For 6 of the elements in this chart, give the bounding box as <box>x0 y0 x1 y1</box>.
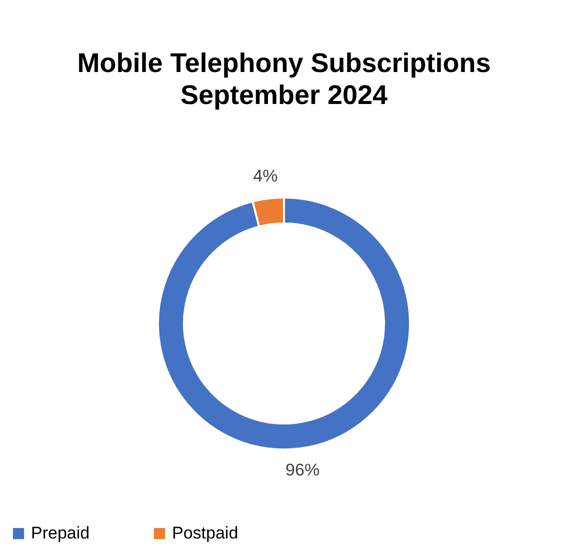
data-label: 4% <box>253 166 278 186</box>
legend-label: Prepaid <box>31 524 90 543</box>
chart-title: Mobile Telephony Subscriptions September 2024 <box>77 48 491 110</box>
data-label: 96% <box>286 460 320 480</box>
donut-slice <box>157 196 411 450</box>
legend-label: Postpaid <box>172 524 238 543</box>
